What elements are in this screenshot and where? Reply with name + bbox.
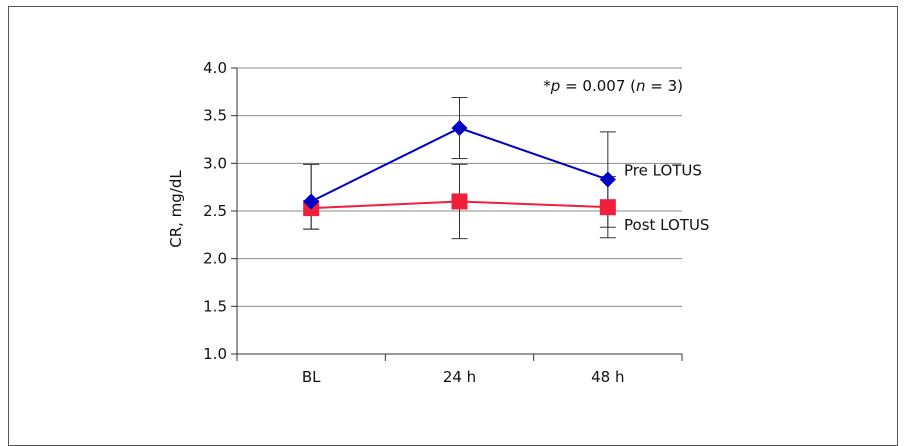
y-tick-label: 2.5 [203,202,227,220]
annotation-p: p [550,77,561,95]
series-markers [303,120,616,217]
error-bars [303,97,616,240]
y-tick-label: 2.0 [203,250,227,268]
axes [231,67,683,361]
y-tick-label: 1.0 [203,345,227,363]
x-tick-label: 24 h [443,368,476,386]
y-tick-label: 3.0 [203,154,227,172]
y-axis-label: CR, mg/dL [167,170,185,248]
x-tick-labels: BL 24 h 48 h [302,368,625,386]
p-value-annotation: *p = 0.007 (n = 3) [543,77,683,95]
series-labels: Pre LOTUS Post LOTUS [624,162,709,235]
y-tick-label: 3.5 [203,107,227,125]
annotation-n-text: = 3) [646,77,684,95]
line-chart: 1.0 1.5 2.0 2.5 3.0 3.5 4.0 BL 24 h 48 h CR, mg/… [167,59,709,386]
series-label: Pre LOTUS [624,162,702,180]
y-tick-labels: 1.0 1.5 2.0 2.5 3.0 3.5 4.0 [203,59,227,363]
annotation-star: * [543,77,551,95]
y-tick-label: 4.0 [203,59,227,77]
data-point-diamond [303,193,320,210]
annotation-n: n [636,77,646,95]
annotation-p-text: = 0.007 ( [560,77,636,95]
data-point-diamond [451,120,468,137]
data-point-diamond [599,171,616,188]
x-tick-label: 48 h [591,368,624,386]
series-label: Post LOTUS [624,216,709,234]
data-point-square [599,199,616,216]
x-tick-label: BL [302,368,321,386]
y-tick-label: 1.5 [203,297,227,315]
data-point-square [451,193,468,210]
